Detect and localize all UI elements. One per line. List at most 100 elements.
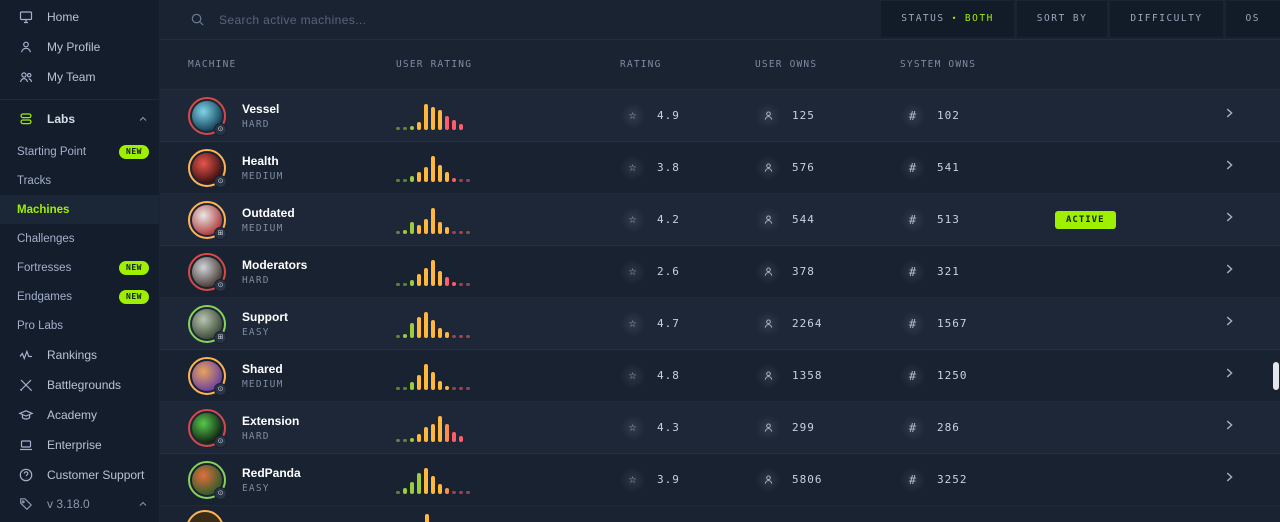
filter-button-os[interactable]: OS bbox=[1225, 0, 1280, 37]
machine-row-vessel[interactable]: ⊙ Vessel HARD ☆ 4.9 125 #102 bbox=[160, 90, 1280, 142]
sidebar-item-starting-point[interactable]: Starting Point NEW bbox=[0, 137, 159, 166]
histogram-bar bbox=[452, 431, 456, 442]
machine-name: Support bbox=[242, 309, 288, 324]
row-chevron[interactable] bbox=[1197, 262, 1280, 281]
row-chevron[interactable] bbox=[1197, 158, 1280, 177]
histogram-bar bbox=[403, 282, 407, 286]
search-input[interactable] bbox=[219, 12, 539, 27]
filter-button-difficulty[interactable]: DIFFICULTY bbox=[1110, 0, 1223, 37]
row-chevron[interactable] bbox=[1197, 106, 1280, 125]
chevron-right-icon bbox=[1222, 314, 1236, 333]
topbar: STATUS • BOTH SORT BY DIFFICULTY OS bbox=[160, 0, 1280, 40]
user-rating-histogram bbox=[396, 362, 620, 390]
histogram-bar bbox=[466, 178, 470, 182]
rankings-icon bbox=[18, 347, 34, 363]
row-chevron[interactable] bbox=[1197, 418, 1280, 437]
histogram-bar bbox=[459, 282, 463, 286]
star-icon: ☆ bbox=[620, 258, 646, 285]
value: 4.2 bbox=[657, 213, 680, 226]
machine-list: ⊙ Vessel HARD ☆ 4.9 125 #102 ⊙ Health MEDIUM ☆ 3.8 5… bbox=[160, 90, 1280, 522]
histogram-bar bbox=[431, 106, 435, 130]
histogram-bar bbox=[431, 155, 435, 182]
sowns-cell: #3252 bbox=[900, 466, 1055, 493]
row-chevron[interactable] bbox=[1197, 470, 1280, 489]
hash-icon: # bbox=[900, 362, 926, 389]
sidebar-item-challenges[interactable]: Challenges bbox=[0, 224, 159, 253]
machine-avatar: ⊙ bbox=[188, 96, 227, 136]
histogram-bar bbox=[438, 483, 442, 494]
value: 3.9 bbox=[657, 473, 680, 486]
machine-cell: ⊙ Health MEDIUM bbox=[160, 148, 396, 188]
histogram-bar bbox=[396, 386, 400, 390]
sidebar-item-battlegrounds[interactable]: Battlegrounds bbox=[0, 370, 159, 400]
sidebar-item-enterprise[interactable]: Enterprise bbox=[0, 430, 159, 460]
sidebar-item-machines[interactable]: Machines bbox=[0, 195, 159, 224]
sidebar-version[interactable]: v 3.18.0 bbox=[0, 490, 159, 518]
col-system-owns: SYSTEM OWNS bbox=[900, 59, 977, 70]
sidebar-item-my-profile[interactable]: My Profile bbox=[0, 32, 159, 62]
histogram-bar bbox=[403, 178, 407, 182]
machine-row-extension[interactable]: ⊙ Extension HARD ☆ 4.3 299 #286 bbox=[160, 402, 1280, 454]
sowns-cell: #541 bbox=[900, 154, 1055, 181]
uowns-cell: 2264 bbox=[755, 310, 900, 337]
sidebar-item-academy[interactable]: Academy bbox=[0, 400, 159, 430]
sidebar-item-rankings[interactable]: Rankings bbox=[0, 340, 159, 370]
sidebar-item-home[interactable]: Home bbox=[0, 2, 159, 32]
filter-button-status[interactable]: STATUS • BOTH bbox=[881, 0, 1014, 37]
machine-row-support[interactable]: ⊞ Support EASY ☆ 4.7 2264 #1567 bbox=[160, 298, 1280, 350]
histogram-bar bbox=[396, 490, 400, 494]
battlegrounds-icon bbox=[18, 377, 34, 393]
histogram-bar bbox=[459, 386, 463, 390]
histogram-bar bbox=[452, 177, 456, 182]
histogram-bar bbox=[438, 327, 442, 338]
sidebar-item-endgames[interactable]: Endgames NEW bbox=[0, 282, 159, 311]
person-icon bbox=[755, 154, 781, 181]
histogram-bar bbox=[410, 125, 414, 130]
filter-label: OS bbox=[1245, 13, 1260, 24]
histogram-bar bbox=[459, 230, 463, 234]
machine-cell: ⊙ Vessel HARD bbox=[160, 96, 396, 136]
chevron-right-icon bbox=[1222, 210, 1236, 229]
histogram-bar bbox=[452, 119, 456, 130]
histogram-bar bbox=[417, 433, 421, 442]
filter-button-sort-by[interactable]: SORT BY bbox=[1016, 0, 1108, 37]
sidebar-nav: Home My Profile My Team Labs Starting Point N… bbox=[0, 2, 159, 490]
row-chevron[interactable] bbox=[1197, 366, 1280, 385]
sidebar-item-label: My Profile bbox=[47, 40, 101, 54]
machine-row-redpanda[interactable]: ⊙ RedPanda EASY ☆ 3.9 5806 #3252 bbox=[160, 454, 1280, 506]
histogram-bar bbox=[403, 487, 407, 494]
sidebar-item-fortresses[interactable]: Fortresses NEW bbox=[0, 253, 159, 282]
histogram-bar bbox=[459, 334, 463, 338]
uowns-cell: 576 bbox=[755, 154, 900, 181]
histogram-bar bbox=[424, 103, 428, 130]
row-chevron[interactable] bbox=[1197, 314, 1280, 333]
hash-icon: # bbox=[900, 154, 926, 181]
scrollbar-thumb[interactable] bbox=[1273, 362, 1279, 390]
histogram-bar bbox=[403, 229, 407, 234]
row-chevron[interactable] bbox=[1197, 210, 1280, 229]
sidebar-item-label: Academy bbox=[47, 408, 98, 422]
machine-avatar: ⊙ bbox=[188, 408, 227, 448]
person-icon bbox=[755, 102, 781, 129]
histogram-bar bbox=[424, 166, 428, 182]
histogram-bar bbox=[438, 270, 442, 286]
value: 2264 bbox=[792, 317, 823, 330]
machine-row-outdated[interactable]: ⊞ Outdated MEDIUM ☆ 4.2 544 #513 ACTIVE bbox=[160, 194, 1280, 246]
machine-row-shared[interactable]: ⊙ Shared MEDIUM ☆ 4.8 1358 #1250 bbox=[160, 350, 1280, 402]
col-machine: MACHINE bbox=[188, 59, 237, 70]
value: 378 bbox=[792, 265, 815, 278]
sidebar-item-my-team[interactable]: My Team bbox=[0, 62, 159, 92]
histogram-bar bbox=[424, 467, 428, 494]
person-icon bbox=[755, 206, 781, 233]
histogram-bar bbox=[396, 438, 400, 442]
sidebar-item-pro-labs[interactable]: Pro Labs bbox=[0, 311, 159, 340]
machine-row-health[interactable]: ⊙ Health MEDIUM ☆ 3.8 576 #541 bbox=[160, 142, 1280, 194]
star-icon: ☆ bbox=[620, 102, 646, 129]
sidebar-item-tracks[interactable]: Tracks bbox=[0, 166, 159, 195]
rating-cell: ☆ 4.3 bbox=[620, 414, 755, 441]
machine-cell: ⊙ Moderators HARD bbox=[160, 252, 396, 292]
sidebar-item-labs[interactable]: Labs bbox=[0, 99, 159, 137]
sidebar-item-customer-support[interactable]: Customer Support bbox=[0, 460, 159, 490]
machine-row-moderators[interactable]: ⊙ Moderators HARD ☆ 2.6 378 #321 bbox=[160, 246, 1280, 298]
star-icon: ☆ bbox=[620, 154, 646, 181]
